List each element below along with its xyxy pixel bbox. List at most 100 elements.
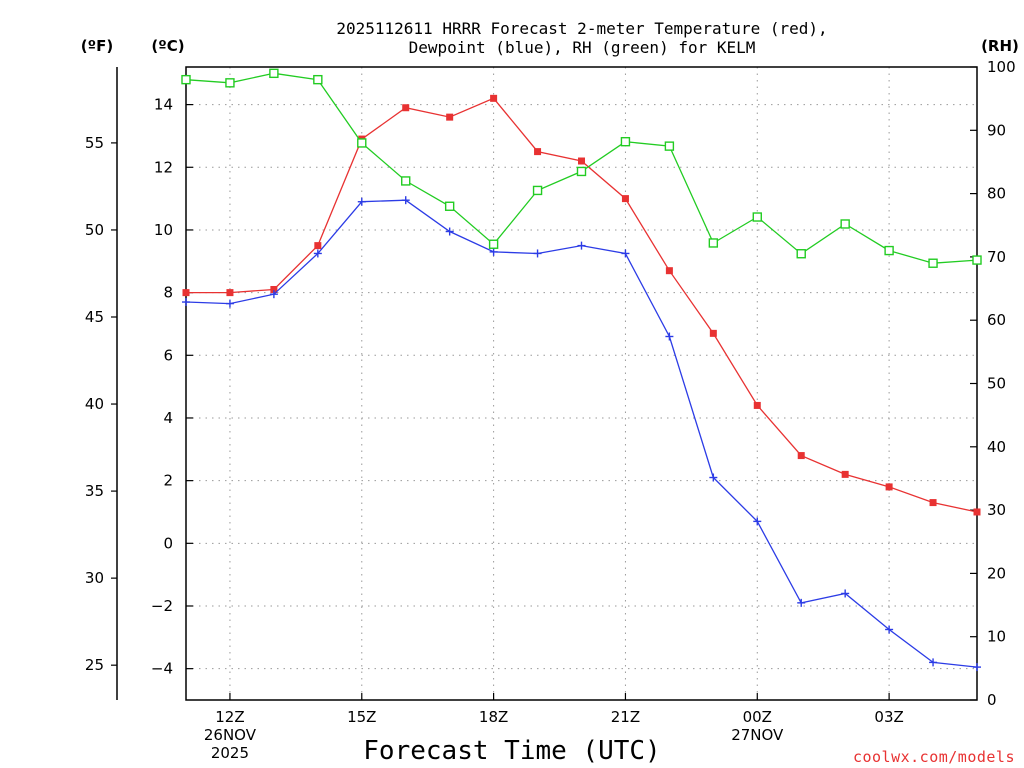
temperature-point: [182, 289, 190, 297]
temperature-point: [929, 499, 937, 507]
rh-tick-label: 70: [987, 248, 1006, 266]
fahrenheit-tick-label: 30: [85, 569, 104, 587]
temperature-point: [885, 483, 893, 491]
time-tick-label: 03Z: [874, 708, 903, 726]
temperature-point: [665, 267, 673, 275]
rh-point: [532, 185, 543, 196]
rh-point: [664, 141, 675, 151]
celsius-tick-label: 10: [154, 221, 173, 239]
time-tick-label: 00Z: [743, 708, 772, 726]
dewpoint-point: [225, 299, 234, 308]
dewpoint-point: [182, 298, 190, 307]
rh-tick-label: 80: [987, 185, 1006, 203]
watermark-text[interactable]: coolwx.com/models: [853, 748, 1015, 766]
celsius-tick-label: 6: [163, 346, 173, 364]
dewpoint-point: [929, 658, 938, 667]
dewpoint-point: [313, 249, 322, 258]
temperature-point: [621, 195, 629, 203]
grid-lines: [186, 67, 977, 700]
rh-tick-label: 20: [987, 564, 1006, 582]
time-tick-label: 18Z: [479, 708, 508, 726]
chart-title-line-2: Dewpoint (blue), RH (green) for KELM: [409, 38, 756, 57]
celsius-tick-label: 12: [154, 158, 173, 176]
celsius-tick-label: −2: [151, 597, 173, 615]
time-tick-label: 12Z: [215, 708, 244, 726]
rh-point: [313, 74, 323, 85]
rh-tick-label: 10: [987, 628, 1006, 646]
temperature-point: [226, 289, 234, 297]
fahrenheit-tick-label: 25: [85, 656, 104, 674]
dewpoint-point: [577, 241, 586, 250]
rh-point: [444, 201, 455, 211]
dewpoint-point: [753, 517, 762, 526]
dewpoint-point: [973, 663, 981, 672]
celsius-tick-label: 2: [163, 472, 173, 490]
temperature-point: [490, 94, 498, 102]
temperature-point: [753, 401, 761, 409]
fahrenheit-tick-label: 40: [85, 395, 104, 413]
rh-tick-label: 100: [987, 58, 1016, 76]
dewpoint-point: [665, 332, 674, 341]
time-tick-label: 2025: [211, 744, 249, 762]
fahrenheit-tick-label: 35: [85, 482, 104, 500]
rh-point: [884, 245, 894, 256]
temperature-point: [797, 452, 805, 460]
fahrenheit-tick-label: 45: [85, 308, 104, 326]
temperature-point: [709, 329, 717, 337]
rh-tick-label: 40: [987, 438, 1006, 456]
rh-point: [488, 239, 499, 249]
dewpoint-point: [709, 473, 718, 482]
rh-tick-label: 60: [987, 311, 1006, 329]
temperature-point: [578, 157, 585, 165]
series-dewpoint: [182, 196, 981, 672]
celsius-axis: −4 −2 0 2 4 6 8 10 12 14: [151, 96, 193, 678]
dewpoint-point: [621, 249, 630, 258]
dewpoint-point: [357, 197, 366, 206]
rh-tick-label: 50: [987, 375, 1006, 393]
rh-point: [269, 68, 279, 79]
dewpoint-point: [489, 247, 498, 256]
fahrenheit-tick-label: 55: [85, 134, 104, 152]
temperature-point: [270, 285, 278, 293]
dewpoint-point: [269, 290, 278, 299]
fahrenheit-axis-label: (ºF): [81, 37, 113, 55]
rh-tick-label: 0: [987, 691, 997, 709]
celsius-tick-label: 0: [163, 534, 173, 552]
rh-axis-label: (RH): [981, 37, 1019, 55]
chart-title-line-1: 2025112611 HRRR Forecast 2-meter Tempera…: [336, 19, 827, 38]
time-tick-label: 15Z: [347, 708, 376, 726]
celsius-tick-label: −4: [151, 660, 173, 678]
series-rh: [181, 68, 982, 268]
celsius-tick-label: 4: [163, 409, 173, 427]
dewpoint-point: [841, 589, 850, 598]
time-tick-label: 26NOV: [204, 726, 257, 744]
rh-point: [576, 166, 587, 177]
rh-point: [972, 255, 982, 265]
fahrenheit-tick-label: 50: [85, 221, 104, 239]
rh-point: [840, 219, 850, 229]
rh-point: [796, 249, 806, 259]
rh-tick-label: 90: [987, 121, 1006, 139]
dewpoint-point: [445, 227, 454, 236]
time-tick-label: 27NOV: [731, 726, 784, 744]
celsius-tick-label: 14: [154, 96, 173, 114]
dewpoint-point: [797, 598, 806, 607]
series-layer: [181, 68, 982, 672]
temperature-point: [534, 148, 542, 156]
rh-axis: 0 10 20 30 40 50 60 70 80 90 100: [970, 58, 1016, 709]
dewpoint-line: [185, 199, 978, 668]
time-tick-label: 21Z: [611, 708, 640, 726]
rh-point: [401, 176, 411, 186]
rh-point: [225, 78, 235, 88]
dewpoint-point: [533, 249, 542, 258]
celsius-axis-label: (ºC): [151, 37, 184, 55]
dewpoint-point: [885, 625, 894, 634]
celsius-tick-label: 8: [163, 284, 173, 302]
temperature-point: [314, 242, 322, 250]
temperature-point: [841, 470, 849, 478]
series-temperature: [182, 94, 981, 516]
rh-point: [928, 258, 938, 268]
rh-point: [752, 212, 762, 222]
